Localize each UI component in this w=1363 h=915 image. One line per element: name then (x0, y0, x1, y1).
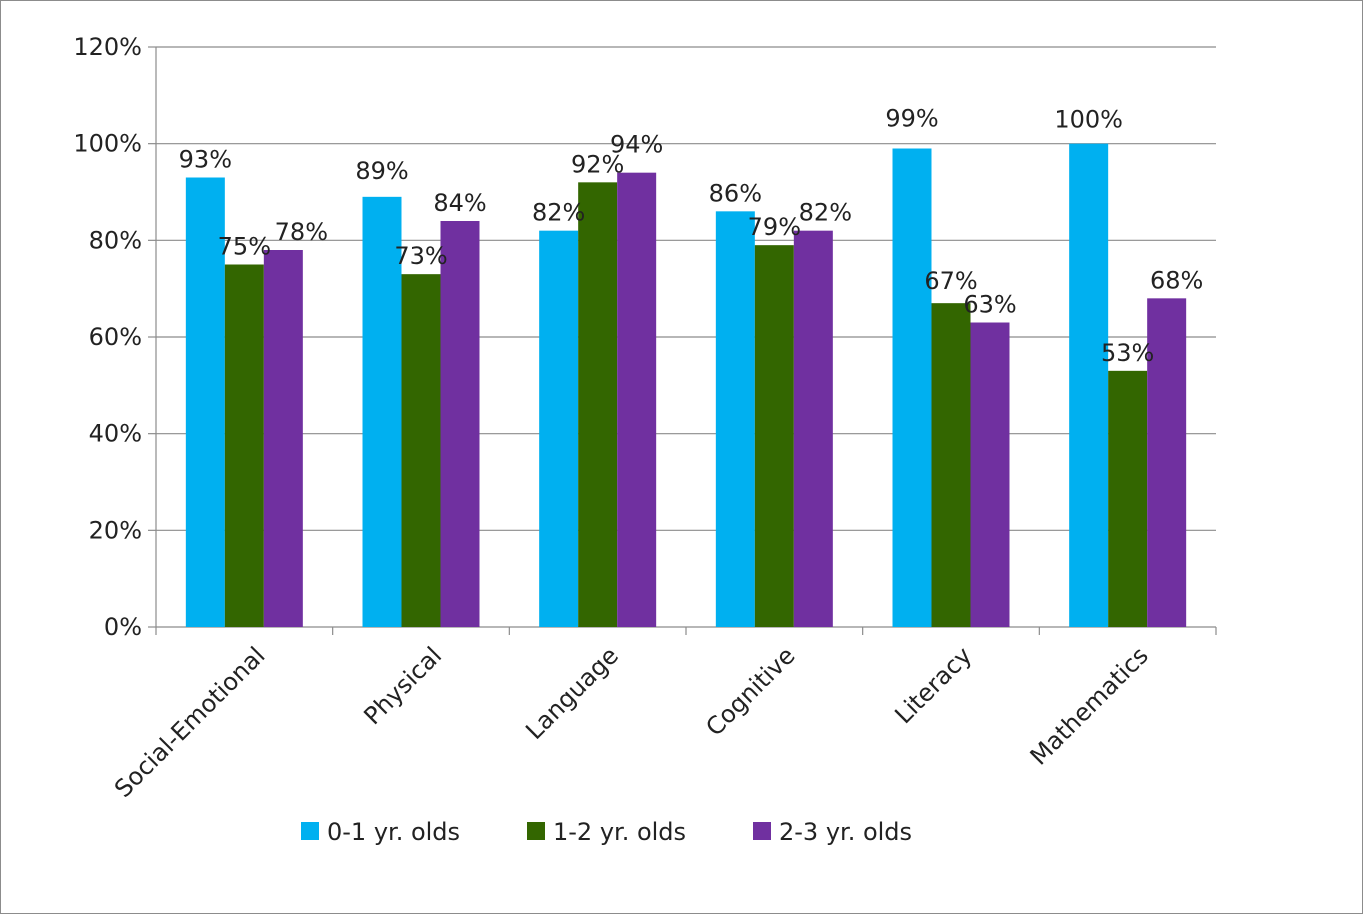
data-label: 99% (885, 105, 938, 133)
gridlines (156, 46, 1216, 531)
data-labels: 93%75%78%89%73%84% 82%92%94%86%79%82%99%6… (179, 105, 1204, 367)
data-label: 92% (571, 150, 624, 178)
y-tick-label: 80% (89, 226, 142, 254)
bar (1069, 143, 1109, 627)
bar (401, 274, 441, 627)
data-label: 93% (179, 146, 232, 174)
legend-label: 0-1 yr. olds (327, 818, 460, 846)
bars (185, 143, 1187, 628)
data-label: 53% (1101, 339, 1154, 367)
bar (1108, 370, 1148, 627)
data-label: 75% (218, 233, 271, 261)
category-label: Literacy (889, 641, 977, 729)
category-label: Social-Emotional (109, 641, 270, 802)
category-label: Language (520, 641, 624, 745)
bar (793, 230, 833, 627)
data-label: 86% (709, 179, 762, 207)
data-label: 94% (610, 131, 663, 159)
bar (224, 264, 264, 627)
legend-swatch (753, 822, 771, 840)
legend-label: 1-2 yr. olds (553, 818, 686, 846)
data-label: 89% (355, 157, 408, 185)
bar (440, 221, 480, 627)
legend-swatch (301, 822, 319, 840)
legend-label: 2-3 yr. olds (779, 818, 912, 846)
y-tick-label: 60% (89, 323, 142, 351)
category-label: Cognitive (700, 641, 800, 741)
data-label: 63% (963, 291, 1016, 319)
y-tick-label: 0% (104, 613, 142, 641)
bar (362, 196, 402, 628)
bar (970, 322, 1010, 627)
data-label: 82% (799, 199, 852, 227)
category-label: Physical (358, 641, 447, 730)
y-tick-label: 100% (73, 130, 142, 158)
y-tick-label: 120% (73, 33, 142, 61)
bar (263, 250, 303, 627)
data-label: 82% (532, 199, 585, 227)
bar (539, 230, 579, 627)
data-label: 84% (433, 189, 486, 217)
data-label: 67% (924, 267, 977, 295)
y-tick-label: 20% (89, 516, 142, 544)
legend: 0-1 yr. olds 1-2 yr. olds 2-3 yr. olds (301, 818, 912, 846)
bar (715, 211, 755, 628)
bar (892, 148, 932, 627)
bar (1147, 298, 1187, 627)
legend-swatch (527, 822, 545, 840)
data-label: 100% (1054, 106, 1123, 134)
bar (185, 177, 225, 627)
data-label: 79% (748, 213, 801, 241)
bar (754, 245, 794, 627)
data-label: 78% (275, 218, 328, 246)
data-label: 68% (1150, 266, 1203, 294)
bar (617, 172, 657, 627)
bar (931, 303, 971, 627)
bar (578, 182, 618, 628)
data-label: 73% (394, 242, 447, 270)
y-tick-label: 40% (89, 420, 142, 448)
category-label: Mathematics (1025, 641, 1154, 770)
